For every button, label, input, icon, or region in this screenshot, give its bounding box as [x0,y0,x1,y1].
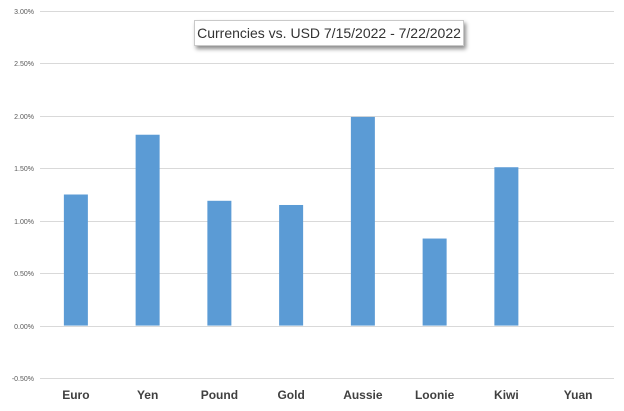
bar [135,134,160,326]
chart-title: Currencies vs. USD 7/15/2022 - 7/22/2022 [194,20,464,46]
x-tick-label: Yuan [564,388,593,402]
y-tick-label: 2.00% [14,114,34,121]
y-tick-label: 1.00% [14,219,34,226]
bar [494,167,519,326]
x-tick-label: Aussie [343,388,383,402]
x-tick-label: Pound [201,388,238,402]
x-tick-label: Kiwi [494,388,519,402]
x-tick-label: Yen [137,388,158,402]
x-tick-label: Euro [62,388,89,402]
bar [63,194,88,326]
bar [207,200,232,326]
y-tick-label: 3.00% [14,9,34,16]
y-tick-label: -0.50% [12,376,34,383]
bar [279,204,304,326]
y-tick-label: 1.50% [14,166,34,173]
x-tick-label: Gold [277,388,304,402]
bar [422,238,447,326]
y-tick-label: 0.50% [14,271,34,278]
x-tick-label: Loonie [415,388,455,402]
y-tick-label: 2.50% [14,61,34,68]
bar [350,116,375,326]
y-tick-label: 0.00% [14,324,34,331]
